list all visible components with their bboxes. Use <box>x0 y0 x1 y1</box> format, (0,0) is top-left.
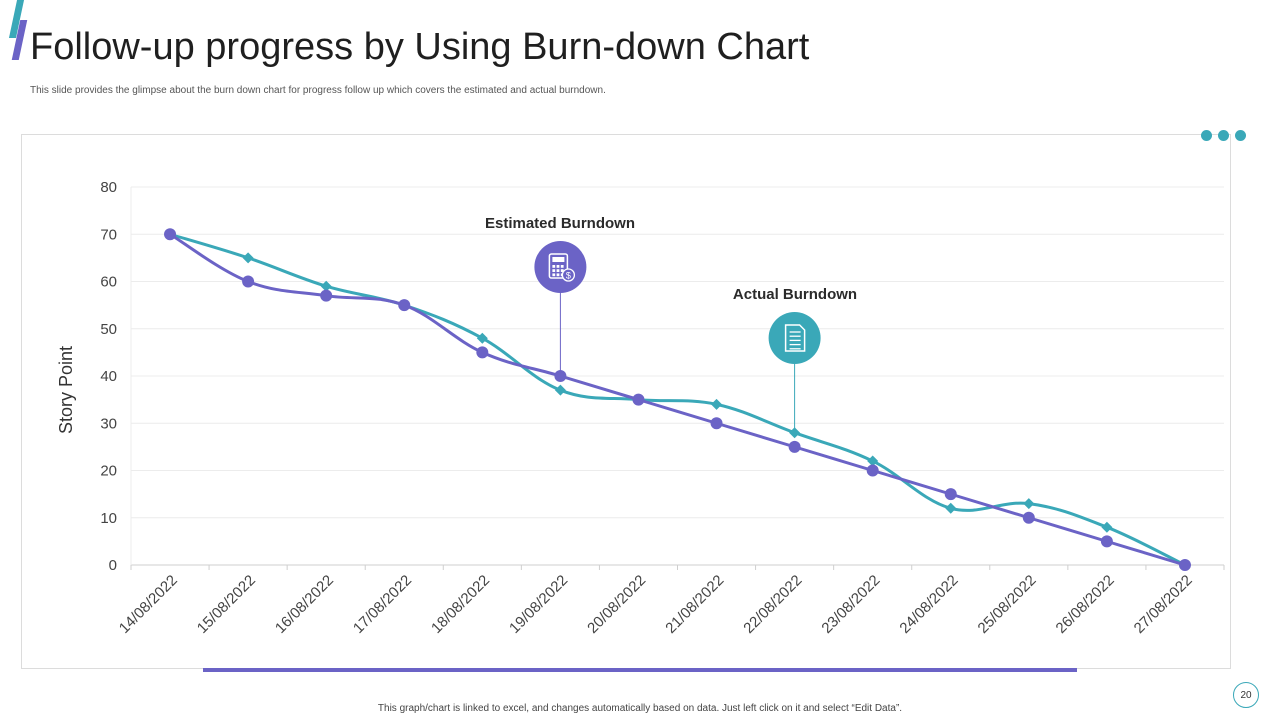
estimated-burndown-point[interactable] <box>242 275 255 288</box>
actual-burndown-point[interactable] <box>476 332 488 344</box>
callout-badge <box>534 241 587 293</box>
calculator-key <box>560 269 564 272</box>
x-tick-label: 17/08/2022 <box>350 572 415 637</box>
calculator-key <box>552 273 556 277</box>
actual-burndown-point[interactable] <box>789 427 801 439</box>
estimated-burndown-point[interactable] <box>476 346 489 359</box>
slide-title: Follow-up progress by Using Burn-down Ch… <box>30 26 810 68</box>
x-tick-label: 16/08/2022 <box>272 572 337 637</box>
dot <box>1218 130 1229 141</box>
x-tick-label: 26/08/2022 <box>1053 572 1118 637</box>
dot <box>1235 130 1246 141</box>
estimated-burndown-point[interactable] <box>632 393 645 406</box>
estimated-burndown-point[interactable] <box>710 417 723 430</box>
actual-burndown-point[interactable] <box>554 384 566 396</box>
estimated-burndown-point[interactable] <box>320 289 333 302</box>
x-tick-label: 20/08/2022 <box>584 572 649 637</box>
calculator-key <box>556 273 560 277</box>
estimated-burndown-point[interactable] <box>398 299 411 312</box>
actual-burndown-point[interactable] <box>242 252 254 264</box>
x-tick-label: 14/08/2022 <box>116 572 181 637</box>
estimated-burndown-point[interactable] <box>1178 559 1191 571</box>
actual-burndown-point[interactable] <box>711 398 723 410</box>
calculator-key <box>552 269 556 272</box>
calculator-key <box>560 265 564 268</box>
estimated-burndown-point[interactable] <box>1022 511 1035 524</box>
calculator-body <box>548 253 569 279</box>
calculator-screen <box>552 257 565 262</box>
calculator-dollar-icon: $ <box>548 253 576 282</box>
x-tick-label: 15/08/2022 <box>194 572 259 637</box>
y-tick-label: 40 <box>100 368 117 385</box>
y-axis-label: Story Point <box>56 346 76 434</box>
calculator-key <box>556 269 560 272</box>
estimated-burndown-point[interactable] <box>944 488 957 501</box>
footer-note: This graph/chart is linked to excel, and… <box>377 703 903 714</box>
estimated-burndown-point[interactable] <box>866 464 879 477</box>
document-icon <box>784 324 806 352</box>
calculator-key <box>556 265 560 268</box>
legend-actual-burndown: Actual Burndown <box>733 286 857 303</box>
dollar-sign: $ <box>566 271 571 281</box>
actual-burndown-point[interactable] <box>1023 498 1035 510</box>
actual-burndown-point[interactable] <box>867 455 879 467</box>
x-tick-label: 19/08/2022 <box>506 572 571 637</box>
y-tick-label: 20 <box>100 463 117 480</box>
y-tick-label: 60 <box>100 274 117 291</box>
y-tick-label: 80 <box>100 179 117 196</box>
x-tick-label: 27/08/2022 <box>1131 572 1196 637</box>
decorative-dots <box>1201 130 1246 141</box>
estimated-burndown-point[interactable] <box>554 370 567 382</box>
actual-burndown-point[interactable] <box>945 502 957 514</box>
actual-burndown-point[interactable] <box>1101 521 1113 533</box>
y-tick-label: 70 <box>100 226 117 243</box>
estimated-burndown-point[interactable] <box>164 228 177 241</box>
document-outline <box>784 324 806 352</box>
y-tick-label: 0 <box>109 557 117 574</box>
x-tick-label: 18/08/2022 <box>428 572 493 637</box>
x-tick-label: 25/08/2022 <box>975 572 1040 637</box>
calculator-key <box>552 265 556 268</box>
estimated-burndown-point[interactable] <box>1100 535 1113 548</box>
callout-badge <box>768 312 821 364</box>
x-tick-label: 23/08/2022 <box>818 572 883 637</box>
legend-estimated-burndown: Estimated Burndown <box>485 215 635 232</box>
x-tick-label: 21/08/2022 <box>662 572 727 637</box>
estimated-burndown-point[interactable] <box>788 440 801 453</box>
x-tick-label: 22/08/2022 <box>740 572 805 637</box>
bottom-accent-bar <box>203 668 1077 672</box>
y-tick-label: 10 <box>100 510 117 527</box>
y-tick-label: 30 <box>100 415 117 432</box>
y-tick-label: 50 <box>100 321 117 338</box>
x-tick-label: 24/08/2022 <box>896 572 961 637</box>
actual-burndown-point[interactable] <box>320 280 332 292</box>
page-number: 20 <box>1233 682 1259 708</box>
coin <box>561 268 576 282</box>
dot <box>1201 130 1212 141</box>
slide-subtitle: This slide provides the glimpse about th… <box>30 85 606 96</box>
